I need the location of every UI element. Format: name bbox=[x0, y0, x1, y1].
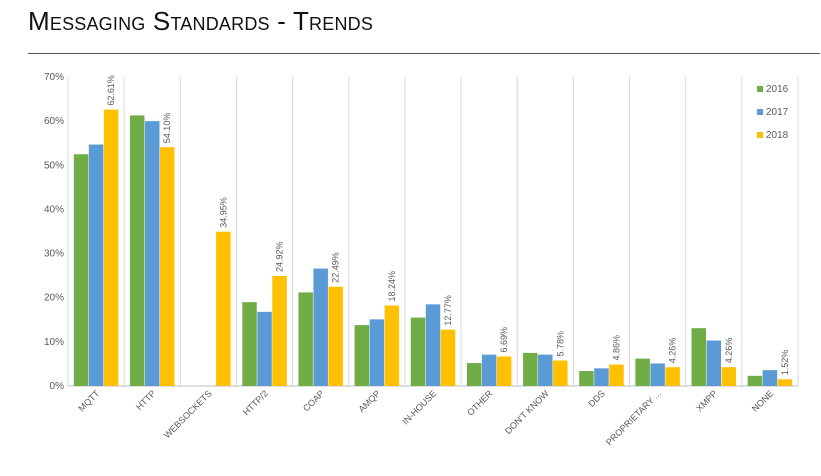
data-label-2018: 18.24% bbox=[387, 271, 397, 302]
y-tick-label: 70% bbox=[44, 72, 64, 83]
bar-2016 bbox=[466, 363, 482, 386]
legend-swatch-2017 bbox=[757, 109, 763, 115]
bar-2017 bbox=[369, 319, 385, 386]
bar-2017 bbox=[425, 304, 441, 386]
bar-2018 bbox=[216, 231, 231, 386]
y-tick-label: 20% bbox=[44, 293, 64, 304]
data-label-2018: 22.49% bbox=[331, 252, 341, 283]
page-title: Messaging Standards - Trends bbox=[28, 6, 374, 36]
bar-2016 bbox=[523, 352, 538, 386]
category-label: AMQP bbox=[356, 388, 382, 414]
bar-2016 bbox=[298, 292, 313, 386]
bar-2016 bbox=[691, 328, 707, 386]
data-label-2018: 1.52% bbox=[780, 350, 790, 376]
bar-2018 bbox=[553, 360, 568, 386]
bar-2016 bbox=[242, 302, 257, 386]
bar-2018 bbox=[665, 367, 680, 386]
bar-2016 bbox=[354, 325, 370, 386]
legend-label: 2018 bbox=[766, 130, 789, 141]
data-label-2018: 12.77% bbox=[443, 295, 453, 326]
bar-2017 bbox=[538, 354, 553, 386]
legend-label: 2016 bbox=[766, 84, 789, 95]
bar-2017 bbox=[706, 340, 722, 386]
bar-2018 bbox=[103, 109, 119, 386]
legend-swatch-2016 bbox=[757, 86, 763, 92]
bar-2017 bbox=[481, 354, 497, 386]
category-label: WEBSOCKETS bbox=[162, 388, 214, 440]
category-label: IN-HOUSE bbox=[400, 388, 438, 426]
bar-2016 bbox=[73, 154, 89, 386]
bar-2017 bbox=[650, 363, 665, 386]
category-label: MQTT bbox=[76, 388, 101, 413]
y-tick-label: 30% bbox=[44, 249, 64, 260]
category-label: XMPP bbox=[694, 388, 719, 413]
y-tick-label: 40% bbox=[44, 204, 64, 215]
data-label-2018: 4.26% bbox=[668, 338, 678, 364]
data-label-2018: 4.86% bbox=[611, 335, 621, 361]
bar-2016 bbox=[579, 370, 594, 386]
bar-2018 bbox=[496, 356, 512, 386]
category-label: COAP bbox=[301, 388, 326, 413]
category-label: OTHER bbox=[465, 388, 495, 418]
bar-2018 bbox=[272, 275, 287, 386]
bar-2018 bbox=[159, 147, 175, 386]
data-label-2018: 6.69% bbox=[499, 327, 509, 353]
category-label: DDS bbox=[586, 388, 607, 409]
page-title-wrap: Messaging Standards - Trends bbox=[28, 6, 373, 37]
bar-2016 bbox=[635, 358, 650, 386]
bar-2016 bbox=[747, 375, 763, 386]
y-tick-label: 60% bbox=[44, 116, 64, 127]
data-label-2018: 4.26% bbox=[724, 338, 734, 364]
bar-2017 bbox=[257, 311, 272, 386]
category-label: PROPRIETARY ... bbox=[604, 388, 663, 447]
bar-2017 bbox=[313, 268, 328, 386]
data-label-2018: 34.95% bbox=[218, 197, 228, 228]
bar-2017 bbox=[762, 370, 778, 386]
data-label-2018: 62.61% bbox=[106, 75, 116, 106]
bar-2018 bbox=[721, 367, 737, 386]
bar-2016 bbox=[410, 317, 426, 386]
bar-2017 bbox=[88, 144, 104, 386]
bar-2017 bbox=[144, 121, 160, 387]
bar-2018 bbox=[777, 379, 793, 386]
data-label-2018: 24.92% bbox=[275, 241, 285, 272]
bar-2018 bbox=[384, 305, 400, 386]
title-divider bbox=[28, 53, 820, 54]
category-label: NONE bbox=[750, 388, 775, 413]
category-label: HTTP bbox=[134, 388, 158, 412]
bar-2018 bbox=[328, 286, 343, 386]
y-tick-label: 0% bbox=[50, 381, 65, 392]
y-tick-label: 10% bbox=[44, 337, 64, 348]
data-label-2018: 54.10% bbox=[162, 113, 172, 144]
y-tick-label: 50% bbox=[44, 160, 64, 171]
bar-2018 bbox=[440, 329, 456, 386]
legend-swatch-2018 bbox=[757, 132, 763, 138]
category-label: HTTP/2 bbox=[241, 388, 270, 417]
data-label-2018: 5.78% bbox=[555, 331, 565, 357]
bar-2017 bbox=[594, 368, 609, 386]
bar-2016 bbox=[129, 115, 145, 386]
category-label: DON'T KNOW bbox=[503, 388, 551, 436]
bar-2018 bbox=[609, 364, 624, 386]
legend-label: 2017 bbox=[766, 107, 789, 118]
